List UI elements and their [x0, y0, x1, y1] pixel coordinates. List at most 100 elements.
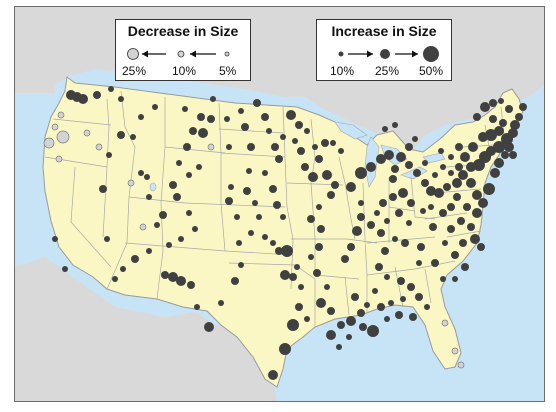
increase-marker — [187, 281, 195, 289]
increase-marker — [455, 143, 463, 151]
increase-marker — [241, 123, 249, 131]
increase-marker — [182, 106, 188, 112]
increase-marker — [169, 181, 177, 189]
increase-marker — [218, 300, 224, 306]
increase-marker — [407, 199, 415, 207]
increase-marker — [376, 154, 386, 164]
increase-marker — [234, 214, 240, 220]
increase-marker — [405, 161, 413, 169]
increase-marker — [440, 276, 446, 282]
increase-marker — [384, 150, 394, 160]
decrease-marker — [139, 223, 147, 231]
increase-marker — [438, 148, 444, 154]
increase-marker — [207, 115, 215, 123]
legend-decrease: Decrease in Size 25% 10% 5% — [115, 19, 251, 81]
increase-marker — [308, 172, 318, 182]
decrease-marker — [207, 143, 215, 151]
increase-marker — [337, 321, 345, 329]
increase-marker — [347, 243, 355, 251]
increase-marker — [159, 211, 167, 219]
increase-marker — [428, 204, 434, 210]
increase-marker — [389, 175, 397, 183]
increase-marker — [455, 163, 463, 171]
increase-marker — [509, 151, 517, 159]
increase-marker — [508, 128, 518, 138]
increase-marker — [372, 288, 378, 294]
map-markers — [43, 86, 527, 380]
increase-marker — [294, 264, 300, 270]
increase-marker — [504, 142, 514, 152]
increase-marker — [448, 154, 454, 160]
increase-marker — [236, 240, 242, 246]
increase-marker — [262, 170, 268, 176]
increase-marker — [434, 188, 444, 198]
increase-marker — [269, 185, 277, 193]
increase-marker — [472, 208, 482, 218]
increase-marker — [505, 105, 513, 113]
increase-marker — [396, 152, 406, 162]
increase-marker — [231, 277, 239, 285]
increase-marker — [144, 174, 150, 180]
legend-increase: Increase in Size 10% 25% 50% — [316, 19, 452, 81]
increase-marker — [346, 182, 356, 192]
increase-marker — [317, 225, 325, 233]
increase-marker — [298, 284, 304, 290]
increase-marker — [384, 316, 390, 322]
increase-marker — [406, 220, 412, 226]
decrease-marker — [83, 129, 91, 137]
increase-marker — [374, 210, 380, 216]
increase-marker — [118, 96, 124, 102]
increase-marker — [330, 140, 336, 146]
increase-marker — [477, 243, 485, 251]
map-frame: Decrease in Size 25% 10% 5% Increase in … — [14, 6, 545, 402]
increase-marker — [355, 167, 367, 179]
increase-marker — [243, 187, 251, 195]
increase-marker — [168, 272, 178, 282]
increase-marker — [367, 325, 379, 337]
increase-marker — [238, 108, 244, 114]
decrease-marker — [56, 130, 70, 144]
increase-marker — [52, 236, 58, 242]
increase-marker — [176, 160, 182, 166]
increase-marker — [480, 102, 490, 112]
increase-marker — [99, 185, 107, 193]
increase-marker — [138, 114, 144, 120]
increase-marker — [194, 304, 200, 310]
increase-marker — [359, 323, 367, 331]
increase-marker — [452, 178, 462, 188]
increase-marker — [287, 319, 299, 331]
decrease-marker — [127, 179, 135, 187]
increase-marker — [326, 330, 336, 340]
increase-marker — [279, 343, 291, 355]
increase-marker — [431, 259, 439, 267]
increase-marker — [498, 98, 504, 104]
legend-increase-50: 50% — [419, 64, 444, 78]
legend-increase-25: 25% — [375, 64, 400, 78]
increase-marker — [389, 193, 397, 201]
increase-marker — [381, 247, 389, 255]
increase-marker — [384, 274, 390, 280]
increase-marker — [224, 116, 230, 122]
increase-marker — [341, 255, 349, 263]
increase-marker — [286, 110, 296, 120]
increase-marker — [460, 152, 470, 162]
increase-marker — [384, 218, 390, 224]
increase-marker — [324, 284, 330, 290]
decrease-marker — [57, 111, 65, 119]
increase-marker — [316, 298, 326, 308]
increase-marker — [395, 209, 403, 217]
increase-marker — [138, 170, 144, 176]
increase-marker — [295, 303, 303, 311]
increase-marker — [415, 293, 423, 301]
increase-marker — [120, 266, 126, 272]
increase-marker — [493, 141, 505, 153]
increase-marker — [407, 283, 415, 291]
increase-marker — [315, 243, 323, 251]
increase-marker — [281, 245, 293, 257]
increase-marker — [409, 313, 417, 321]
increase-marker — [485, 129, 497, 141]
increase-marker — [473, 113, 481, 121]
increase-marker — [130, 134, 136, 140]
increase-marker — [401, 239, 409, 247]
increase-marker — [183, 143, 191, 151]
